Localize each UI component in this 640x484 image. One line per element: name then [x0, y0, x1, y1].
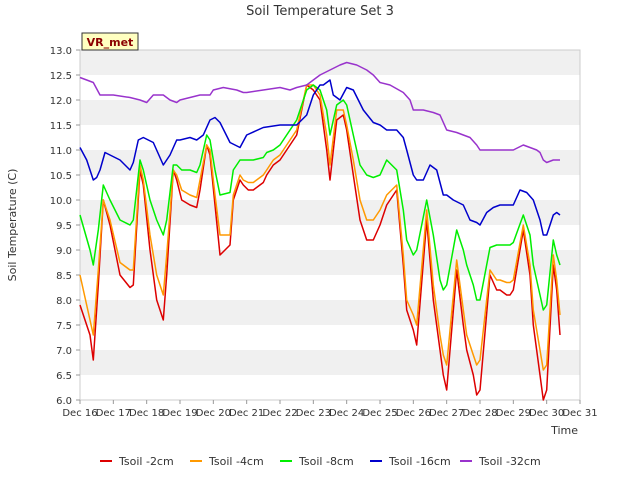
- x-tick-label: Dec 18: [129, 408, 164, 419]
- y-tick-label: 6.0: [56, 396, 72, 407]
- grid-band: [80, 50, 580, 75]
- y-tick-label: 7.5: [56, 321, 72, 332]
- site-label-badge: VR_met: [81, 32, 139, 51]
- y-tick-label: 10.5: [50, 171, 72, 182]
- x-tick-label: Dec 31: [562, 408, 597, 419]
- x-tick-label: Dec 21: [229, 408, 264, 419]
- y-tick-label: 8.5: [56, 271, 72, 282]
- x-axis-label: Time: [550, 424, 578, 437]
- grid-bands: [80, 50, 580, 375]
- grid-band: [80, 200, 580, 225]
- site-label-box: [81, 32, 139, 51]
- x-tick-label: Dec 27: [429, 408, 464, 419]
- legend-label: Tsoil -4cm: [208, 455, 264, 468]
- x-tick-label: Dec 23: [296, 408, 331, 419]
- y-tick-label: 11.0: [50, 146, 72, 157]
- y-tick-label: 11.5: [50, 121, 72, 132]
- grid-band: [80, 300, 580, 325]
- y-axis-label: Soil Temperature (C): [6, 169, 19, 282]
- y-tick-label: 13.0: [50, 46, 72, 57]
- legend-label: Tsoil -16cm: [388, 455, 451, 468]
- y-tick-label: 10.0: [50, 196, 72, 207]
- series-line-tsoil-2cm: [79, 84, 561, 401]
- y-tick-label: 9.0: [56, 246, 72, 257]
- y-tick-label: 7.0: [56, 346, 72, 357]
- y-tick-label: 12.0: [50, 96, 72, 107]
- x-tick-label: Dec 17: [96, 408, 131, 419]
- series-line-tsoil-32cm: [79, 61, 560, 164]
- y-axis: 6.0 6.5 7.0 7.5 8.0 8.5 9.0 9.5 10.0 10.5 11.0 11.5…: [50, 46, 80, 407]
- legend-label: Tsoil -2cm: [118, 455, 174, 468]
- x-tick-label: Dec 25: [362, 408, 397, 419]
- x-tick-label: Dec 26: [396, 408, 431, 419]
- legend: Tsoil -2cm Tsoil -4cm Tsoil -8cm Tsoil -16c…: [100, 455, 541, 468]
- grid-band: [80, 350, 580, 375]
- grid-band: [80, 250, 580, 275]
- x-tick-label: Dec 30: [529, 408, 564, 419]
- x-tick-label: Dec 22: [262, 408, 297, 419]
- x-tick-label: Dec 28: [462, 408, 497, 419]
- series-line-tsoil-16cm: [79, 79, 561, 236]
- x-tick-label: Dec 16: [62, 408, 97, 419]
- series-lines: [79, 61, 561, 401]
- series-line-tsoil-8cm: [79, 84, 561, 311]
- x-tick-label: Dec 29: [496, 408, 531, 419]
- chart-title: Soil Temperature Set 3: [246, 4, 394, 19]
- grid-band: [80, 100, 580, 125]
- y-tick-label: 12.5: [50, 71, 72, 82]
- x-tick-label: Dec 20: [196, 408, 231, 419]
- legend-label: Tsoil -8cm: [298, 455, 354, 468]
- x-tick-label: Dec 19: [162, 408, 197, 419]
- legend-label: Tsoil -32cm: [478, 455, 541, 468]
- y-tick-label: 8.0: [56, 296, 72, 307]
- site-label: VR_met: [87, 36, 134, 49]
- y-tick-label: 9.5: [56, 221, 72, 232]
- x-tick-label: Dec 24: [329, 408, 364, 419]
- y-tick-label: 6.5: [56, 371, 72, 382]
- series-line-tsoil-4cm: [79, 84, 561, 371]
